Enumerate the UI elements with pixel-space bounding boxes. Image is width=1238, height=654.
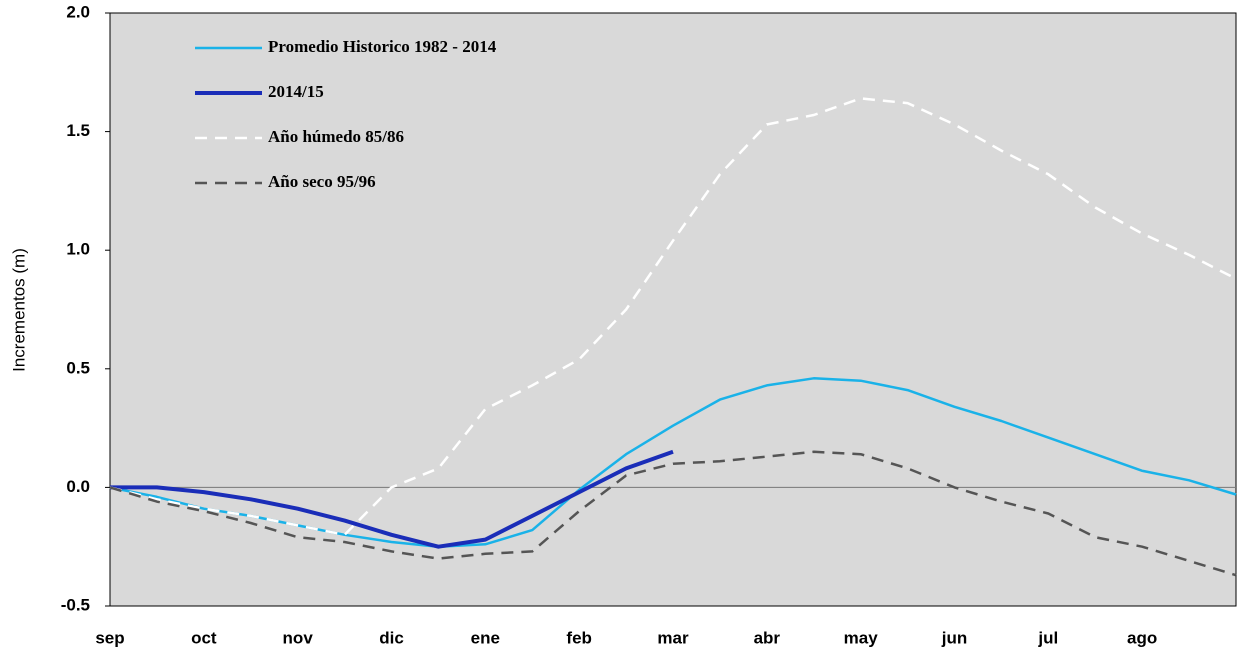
series-line <box>109 97 1237 537</box>
x-tick-label: oct <box>191 628 217 647</box>
x-tick-label: feb <box>566 628 592 647</box>
y-tick-label: 0.0 <box>66 477 90 496</box>
plot-area <box>109 12 1237 607</box>
x-tick-label: jun <box>941 628 968 647</box>
series-line <box>110 449 674 549</box>
y-tick-label: 1.5 <box>66 121 90 140</box>
legend-label: Promedio Historico 1982 - 2014 <box>268 37 497 56</box>
x-tick-label: dic <box>379 628 404 647</box>
y-tick-label: 2.0 <box>66 2 90 21</box>
y-tick-label: 0.5 <box>66 358 90 377</box>
series-line <box>109 450 1237 577</box>
x-tick-label: ene <box>471 628 500 647</box>
legend-label: Año húmedo 85/86 <box>268 127 404 146</box>
x-tick-label: nov <box>283 628 314 647</box>
x-tick-label: sep <box>95 628 124 647</box>
legend-label: Año seco 95/96 <box>268 172 376 191</box>
y-tick-label: -0.5 <box>61 595 90 614</box>
y-axis-label: Incrementos (m) <box>9 248 28 372</box>
y-tick-label: 1.0 <box>66 240 90 259</box>
x-tick-label: abr <box>754 628 781 647</box>
x-tick-label: jul <box>1037 628 1058 647</box>
x-tick-label: ago <box>1127 628 1157 647</box>
x-tick-label: mar <box>657 628 689 647</box>
x-tick-label: may <box>844 628 879 647</box>
legend-label: 2014/15 <box>268 82 324 101</box>
